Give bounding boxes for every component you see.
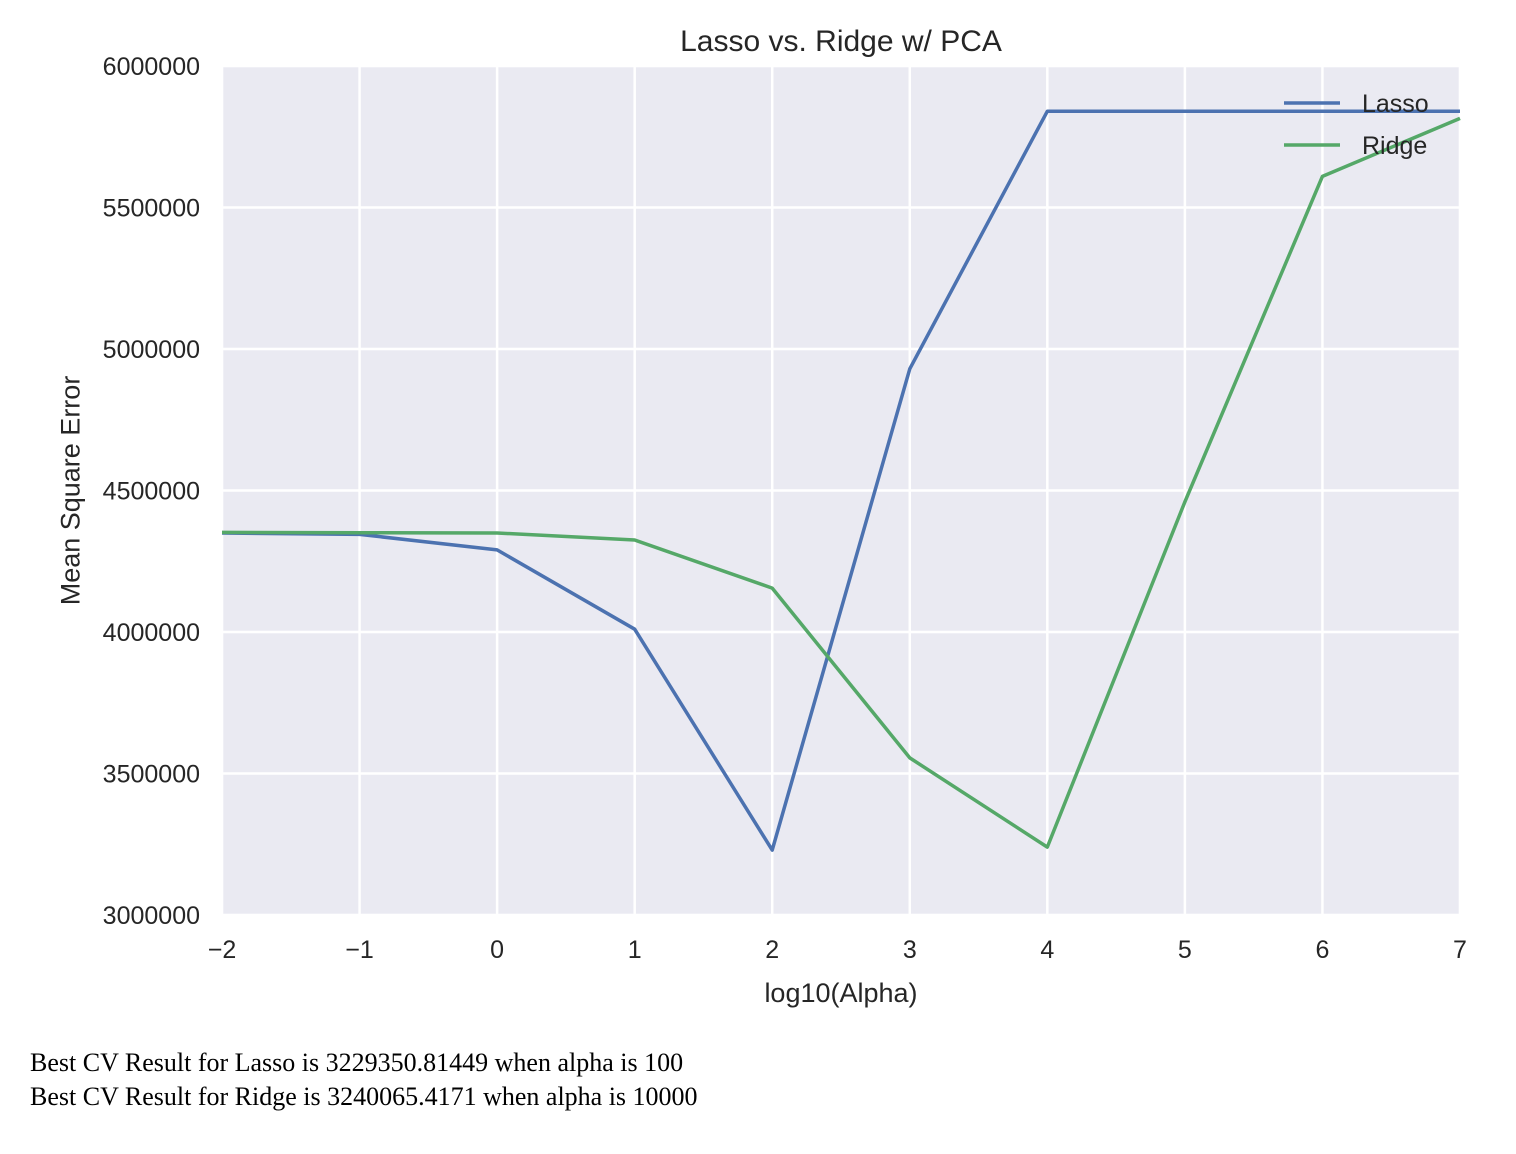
x-tick-label: 0 [490,936,504,964]
x-tick-label: −1 [345,936,374,964]
x-tick-label: 3 [903,936,917,964]
chart-title: Lasso vs. Ridge w/ PCA [680,25,1002,58]
legend-label-lasso: Lasso [1362,90,1429,118]
y-axis-ticks: 3000000 3500000 4000000 4500000 5000000 55000… [103,53,200,930]
x-tick-label: 4 [1040,936,1054,964]
lasso-result-line: Best CV Result for Lasso is 3229350.8144… [30,1048,684,1077]
grid [220,64,1462,917]
x-axis-ticks: −2 −1 0 1 2 3 4 5 6 7 [208,936,1467,964]
y-axis-title: Mean Square Error [55,376,85,606]
series-line-ridge [221,116,1461,849]
series-line-lasso [221,109,1460,852]
legend: Lasso Ridge [1284,90,1429,160]
legend-label-ridge: Ridge [1362,132,1427,160]
y-tick-label: 3500000 [103,761,200,789]
x-axis-title: log10(Alpha) [764,978,917,1008]
x-tick-label: 7 [1453,936,1467,964]
y-tick-label: 5500000 [103,195,200,223]
x-tick-label: 2 [765,936,779,964]
y-tick-label: 4500000 [103,478,200,506]
ridge-result-line: Best CV Result for Ridge is 3240065.4171… [30,1082,698,1111]
y-tick-label: 3000000 [103,902,200,930]
x-tick-label: −2 [208,936,237,964]
chart: 3000000 3500000 4000000 4500000 5000000 55000… [55,25,1467,1008]
y-tick-label: 4000000 [103,619,200,647]
cv-result-output: Best CV Result for Lasso is 3229350.8144… [30,1046,698,1114]
x-tick-label: 6 [1315,936,1329,964]
x-tick-label: 5 [1178,936,1192,964]
x-tick-label: 1 [628,936,642,964]
series-lines [221,109,1461,852]
y-tick-label: 6000000 [103,53,200,81]
y-tick-label: 5000000 [103,336,200,364]
